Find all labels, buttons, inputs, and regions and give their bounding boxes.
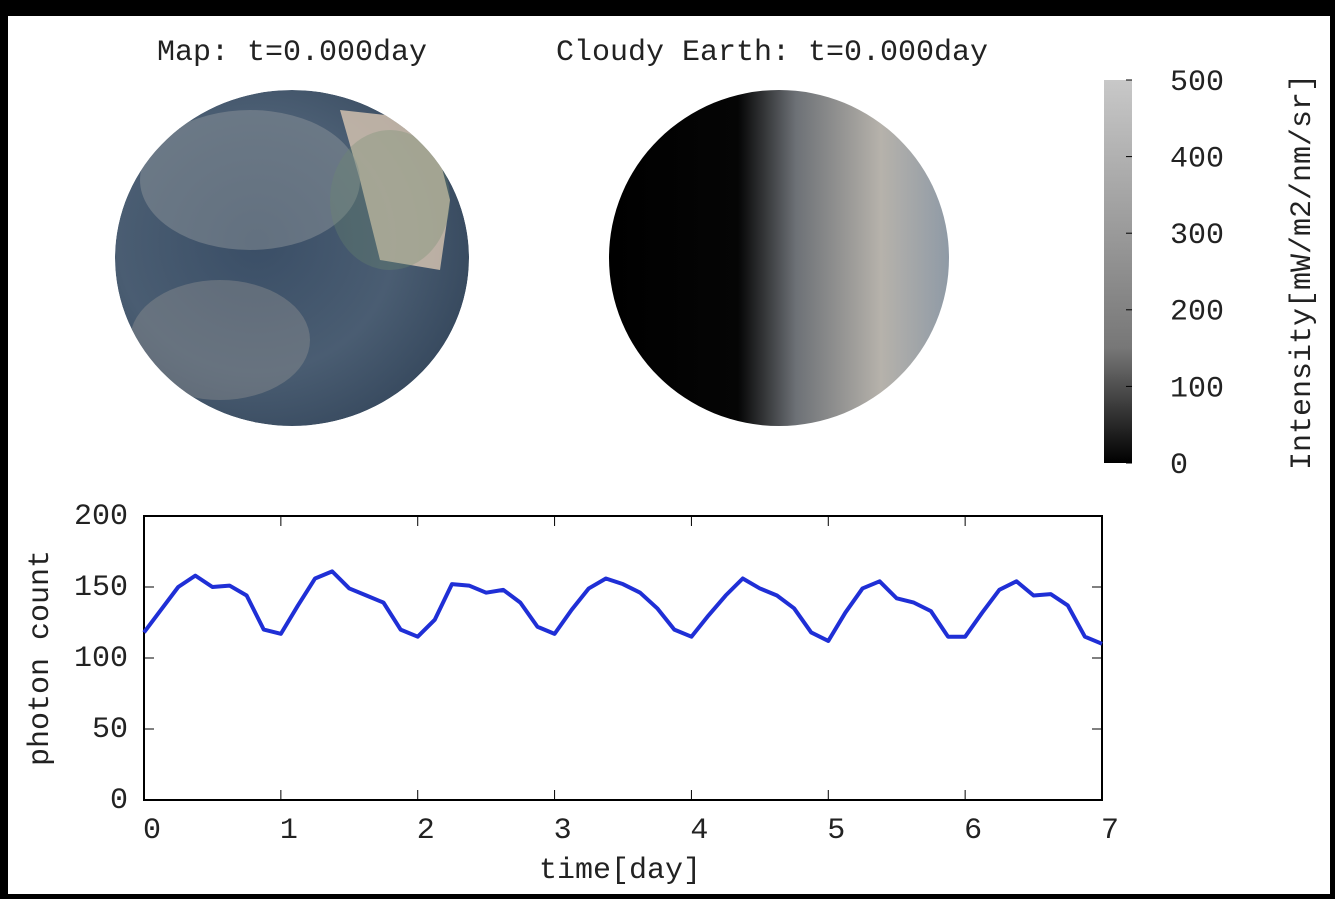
y-tick-label: 0 <box>110 784 128 818</box>
x-tick-label: 6 <box>964 814 982 848</box>
x-axis-label: time[day] <box>539 854 701 888</box>
colorbar-tick-label: 300 <box>1170 219 1224 253</box>
map-title: Map: t=0.000day <box>157 36 427 70</box>
colorbar-tick-label: 0 <box>1170 449 1188 483</box>
colorbar <box>1104 80 1132 463</box>
colorbar-tick-label: 200 <box>1170 296 1224 330</box>
cloudy-globe <box>609 90 949 426</box>
y-tick-label: 200 <box>74 500 128 534</box>
colorbar-tick-label: 500 <box>1170 66 1224 100</box>
x-tick-label: 3 <box>554 814 572 848</box>
cloudy-title: Cloudy Earth: t=0.000day <box>556 36 988 70</box>
x-tick-label: 5 <box>827 814 845 848</box>
y-axis-label: photon count <box>24 550 58 766</box>
chart: Map: t=0.000day Cloudy Earth: t=0.000day… <box>0 0 1335 899</box>
y-tick-label: 50 <box>92 713 128 747</box>
y-tick-label: 150 <box>74 571 128 605</box>
x-tick-label: 2 <box>417 814 435 848</box>
colorbar-tick-label: 400 <box>1170 143 1224 177</box>
x-tick-label: 0 <box>143 814 161 848</box>
page: Map: t=0.000day Cloudy Earth: t=0.000day… <box>0 0 1335 899</box>
map-globe <box>115 90 469 426</box>
x-tick-label: 7 <box>1101 814 1119 848</box>
y-tick-label: 100 <box>74 642 128 676</box>
x-tick-label: 4 <box>690 814 708 848</box>
colorbar-label: Intensity[mW/m2/nm/sr] <box>1286 74 1320 470</box>
x-tick-label: 1 <box>280 814 298 848</box>
colorbar-tick-label: 100 <box>1170 372 1224 406</box>
